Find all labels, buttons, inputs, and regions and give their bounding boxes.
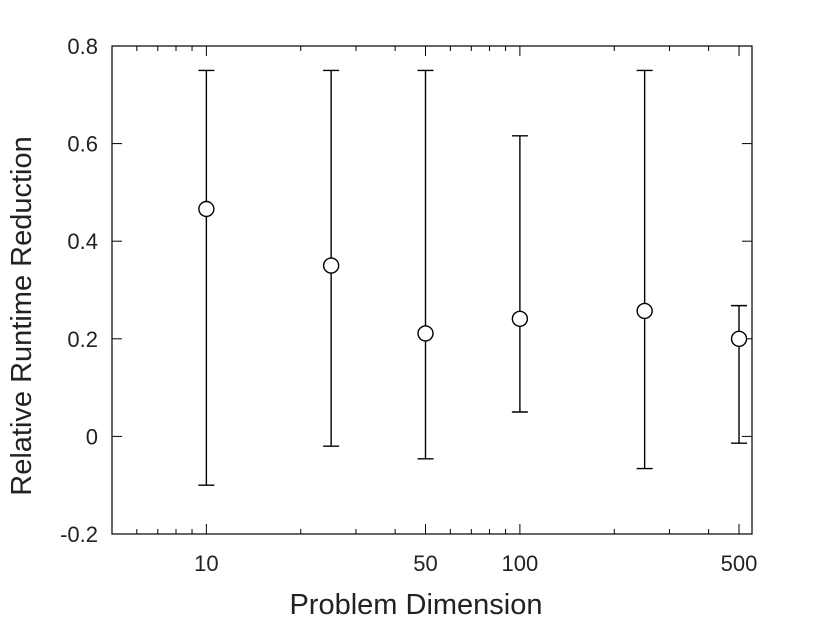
- y-axis-ticks: -0.2 0 0.2 0.4 0.6 0.8: [60, 34, 752, 547]
- data-points: [198, 69, 748, 486]
- y-tick-label: 0.4: [67, 229, 98, 254]
- plot-frame: [111, 45, 753, 535]
- x-tick-label: 100: [502, 551, 539, 576]
- y-tick-label: 0.6: [67, 132, 98, 157]
- x-axis-label: Problem Dimension: [289, 589, 542, 621]
- y-tick-label: -0.2: [60, 522, 98, 547]
- data-point: [322, 257, 340, 274]
- y-tick-label: 0.8: [67, 34, 98, 59]
- y-tick-label: 0: [86, 424, 98, 449]
- y-tick-label: 0.2: [67, 327, 98, 352]
- minor-ticks: [111, 46, 710, 534]
- x-tick-label: 50: [413, 551, 437, 576]
- data-point: [417, 325, 434, 342]
- y-axis-label: Relative Runtime Reduction: [6, 136, 38, 495]
- data-point: [636, 302, 653, 320]
- x-tick-label: 500: [721, 551, 758, 576]
- x-tick-label: 10: [194, 551, 218, 576]
- x-axis-ticks: 10 50 100 500: [194, 46, 757, 576]
- data-point: [511, 310, 529, 327]
- data-point: [730, 330, 748, 347]
- data-point: [198, 200, 215, 218]
